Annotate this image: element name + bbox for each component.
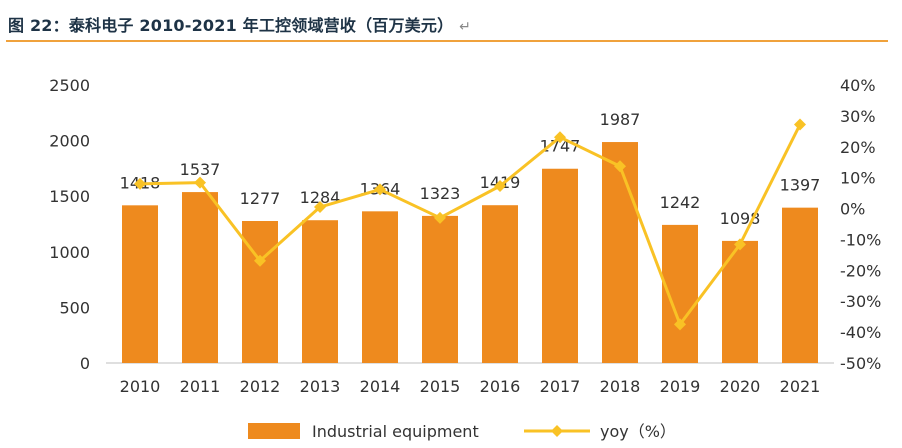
x-tick-label: 2016 [480,377,521,396]
yoy-point [614,160,626,173]
legend-label-line: yoy（%） [600,422,676,441]
right-axis: -50% -40% -30% -20% -10% 0% 10% 20% 30% 40% [840,76,881,373]
legend-label-bar: Industrial equipment [312,422,479,441]
x-tick-label: 2021 [780,377,821,396]
right-tick-label: -40% [840,323,881,342]
bar-data-label: 1277 [240,189,281,208]
figure-title-bar: 图 22：泰科电子 2010-2021 年工控领域营收（百万美元） ↵ [0,0,902,42]
bar [182,192,218,363]
right-tick-label: -20% [840,261,881,280]
x-tick-label: 2015 [420,377,461,396]
bar-data-label: 1987 [600,110,641,129]
left-tick-label: 2000 [49,132,90,151]
right-tick-label: -10% [840,230,881,249]
legend-swatch-bar [248,423,300,439]
x-tick-label: 2020 [720,377,761,396]
right-tick-label: 10% [840,169,876,188]
left-tick-label: 1000 [49,243,90,262]
yoy-point [374,183,386,196]
x-tick-label: 2010 [120,377,161,396]
yoy-line [139,123,802,326]
right-tick-label: -30% [840,292,881,311]
bar [782,207,818,363]
yoy-point [254,254,266,267]
bar-data-label: 1323 [420,184,461,203]
left-tick-label: 0 [80,354,90,373]
right-tick-label: 0% [840,200,865,219]
yoy-point [314,201,326,214]
yoy-point [434,211,446,224]
bar [122,205,158,363]
x-tick-label: 2011 [180,377,221,396]
x-tick-label: 2012 [240,377,281,396]
yoy-point [554,131,566,144]
bar [422,215,458,363]
left-tick-label: 2500 [49,76,90,95]
bar-data-labels: 1418153712771284136413231419174719871242… [120,110,821,228]
yoy-point [674,318,686,331]
right-tick-label: -50% [840,354,881,373]
bar-data-label: 1397 [780,176,821,195]
left-axis: 0 500 1000 1500 2000 2500 [49,76,90,373]
bar-data-label: 1242 [660,193,701,212]
yoy-point [734,238,746,251]
yoy-point [194,176,206,189]
figure-title: 图 22：泰科电子 2010-2021 年工控领域营收（百万美元） ↵ [8,12,471,36]
yoy-point [494,180,506,193]
bar-series [122,142,818,363]
yoy-point [794,118,806,131]
line-series [134,118,806,331]
bar [542,168,578,363]
left-tick-label: 500 [59,298,90,317]
return-mark: ↵ [459,19,471,35]
x-tick-label: 2018 [600,377,641,396]
x-tick-label: 2014 [360,377,401,396]
right-tick-label: 30% [840,107,876,126]
figure-title-text: 图 22：泰科电子 2010-2021 年工控领域营收（百万美元） [8,16,454,35]
bar [602,142,638,363]
title-underline [6,40,888,42]
legend-swatch-marker [551,425,563,437]
yoy-point [134,177,146,190]
bar-data-label: 1537 [180,160,221,179]
left-tick-label: 1500 [49,187,90,206]
x-tick-label: 2019 [660,377,701,396]
legend: Industrial equipment yoy（%） [248,422,676,441]
right-tick-label: 40% [840,76,876,95]
bar [362,211,398,363]
x-tick-label: 2017 [540,377,581,396]
bar [482,205,518,363]
right-tick-label: 20% [840,138,876,157]
bar [302,220,338,363]
x-axis: 2010 2011 2012 2013 2014 2015 2016 2017 2018 2019… [106,362,834,396]
x-tick-label: 2013 [300,377,341,396]
